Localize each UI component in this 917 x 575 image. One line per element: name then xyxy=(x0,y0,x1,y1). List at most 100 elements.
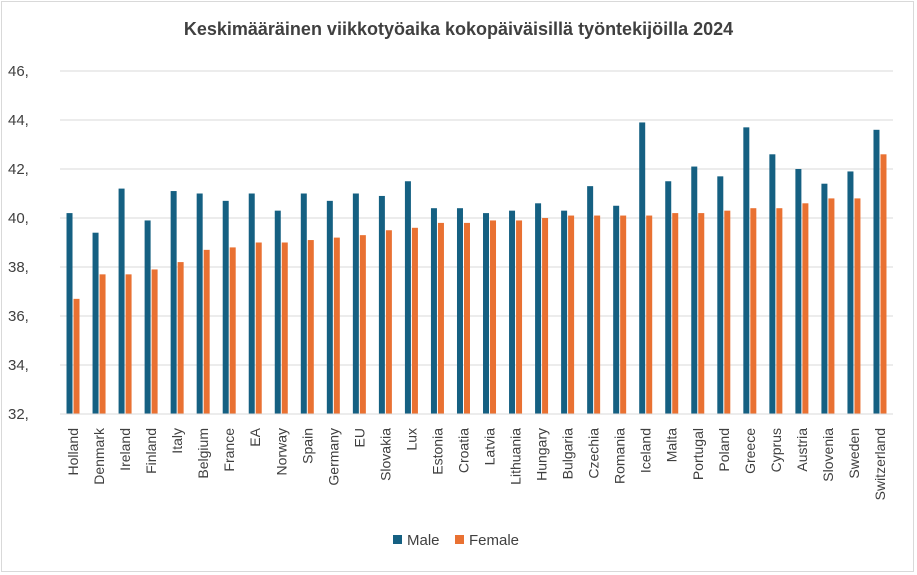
bar-female xyxy=(854,198,861,414)
bar-male xyxy=(196,193,203,414)
bar-female xyxy=(255,242,262,414)
legend-label-male: Male xyxy=(407,532,440,549)
bar-female xyxy=(463,222,470,414)
bar-male xyxy=(691,166,698,414)
bar-female xyxy=(125,274,132,414)
bar-female xyxy=(568,215,575,414)
x-tick-label: Belgium xyxy=(195,428,211,479)
x-tick-label: Czechia xyxy=(586,428,602,479)
bar-male xyxy=(743,127,750,414)
x-tick-label: Italy xyxy=(169,428,185,454)
bar-female xyxy=(542,218,549,414)
bar-female xyxy=(73,298,80,414)
y-tick-label: 44, xyxy=(8,112,29,129)
bar-female xyxy=(411,227,418,414)
bar-female xyxy=(203,249,210,414)
x-tick-label: Denmark xyxy=(91,427,107,485)
bar-male xyxy=(248,193,255,414)
bar-female xyxy=(307,240,314,414)
bar-male xyxy=(378,195,385,414)
bar-female xyxy=(646,215,653,414)
y-axis-ticks: 32, 34, 36, 38, 40, 42, 44, 46, xyxy=(8,63,29,423)
bar-female xyxy=(281,242,288,414)
x-tick-label: Romania xyxy=(612,428,628,484)
bar-male xyxy=(222,200,229,414)
bar-female xyxy=(151,269,158,414)
bar-male xyxy=(170,191,177,414)
x-tick-label: Lithuania xyxy=(508,428,524,485)
bar-male xyxy=(483,213,490,414)
bar-female xyxy=(490,220,497,414)
x-tick-label: Ireland xyxy=(117,428,133,471)
x-tick-label: Latvia xyxy=(482,428,498,466)
bar-male xyxy=(300,193,307,414)
x-tick-label: Greece xyxy=(742,428,758,474)
y-tick-label: 38, xyxy=(8,259,29,276)
bar-female xyxy=(177,262,184,414)
x-axis-ticks: Holland Denmark Ireland Finland Italy Belgium… xyxy=(65,427,888,500)
x-tick-label: Croatia xyxy=(455,428,471,473)
bar-male xyxy=(404,181,411,414)
bar-female xyxy=(672,213,679,414)
x-tick-label: Holland xyxy=(65,428,81,475)
bar-male xyxy=(639,122,646,414)
bar-female xyxy=(724,210,731,414)
bar-female xyxy=(333,237,340,414)
bar-male xyxy=(769,154,776,415)
legend: Male Female xyxy=(393,532,519,549)
bar-male xyxy=(717,176,724,414)
bar-male xyxy=(821,183,828,414)
x-tick-label: Portugal xyxy=(690,428,706,480)
legend-swatch-female xyxy=(455,535,464,544)
bar-female xyxy=(880,154,887,415)
bar-male xyxy=(561,210,568,414)
x-tick-label: Slovakia xyxy=(377,428,393,481)
bar-female xyxy=(750,208,757,414)
y-tick-label: 42, xyxy=(8,161,29,178)
bar-male xyxy=(92,232,99,414)
bar-male xyxy=(430,208,437,414)
bar-female xyxy=(620,215,627,414)
y-tick-label: 32, xyxy=(8,406,29,423)
y-tick-label: 40, xyxy=(8,210,29,227)
bar-male xyxy=(456,208,463,414)
bar-male xyxy=(352,193,359,414)
x-tick-label: Cyprus xyxy=(768,428,784,472)
bar-male xyxy=(118,188,125,414)
x-tick-label: Hungary xyxy=(534,428,550,481)
bar-male xyxy=(274,210,281,414)
x-tick-label: Austria xyxy=(794,428,810,472)
bar-male xyxy=(873,129,880,415)
bar-female xyxy=(385,230,392,414)
legend-label-female: Female xyxy=(469,532,519,549)
chart-title: Keskimääräinen viikkotyöaika kokopäiväis… xyxy=(183,19,734,39)
x-tick-label: Finland xyxy=(143,428,159,474)
bar-female xyxy=(802,203,809,414)
bar-male xyxy=(66,213,73,414)
x-tick-label: EA xyxy=(247,427,263,446)
x-tick-label: Iceland xyxy=(638,428,654,473)
y-tick-label: 36, xyxy=(8,308,29,325)
bar-female xyxy=(828,198,835,414)
bar-female xyxy=(698,213,705,414)
x-tick-label: France xyxy=(221,428,237,472)
bar-male xyxy=(587,186,594,414)
gridlines xyxy=(60,70,893,366)
bar-female xyxy=(437,222,444,414)
x-tick-label: Spain xyxy=(299,428,315,464)
x-tick-label: Bulgaria xyxy=(560,428,576,480)
bar-female xyxy=(99,274,106,414)
bars xyxy=(66,122,887,415)
bar-male xyxy=(509,210,516,414)
bar-female xyxy=(776,208,783,414)
bar-male xyxy=(613,205,620,414)
bar-female xyxy=(359,235,366,414)
x-tick-label: Germany xyxy=(325,428,341,486)
bar-male xyxy=(847,171,854,414)
bar-male xyxy=(326,200,333,414)
bar-female xyxy=(516,220,523,414)
x-tick-label: Sweden xyxy=(846,428,862,479)
bar-female xyxy=(229,247,236,414)
x-tick-label: Switzerland xyxy=(872,428,888,500)
x-tick-label: Estonia xyxy=(429,428,445,475)
